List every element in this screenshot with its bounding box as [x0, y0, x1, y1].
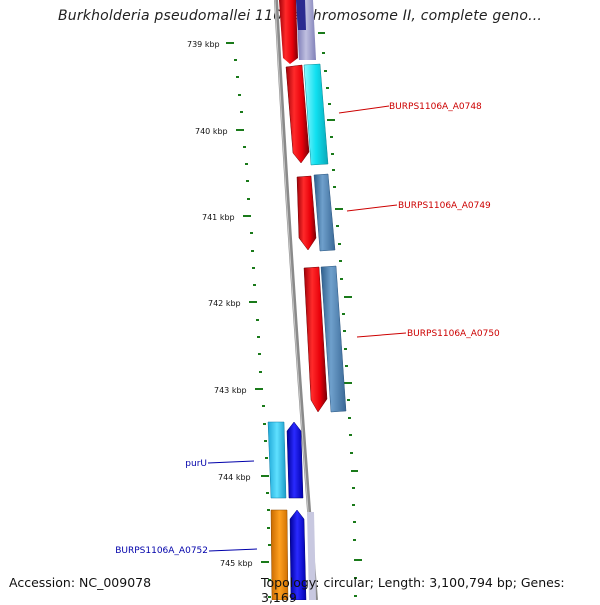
- tick-label-741: 741 kbp: [202, 213, 235, 222]
- label-leader-lines: [207, 105, 407, 552]
- gene-feature-A0748[interactable]: [285, 63, 329, 166]
- gene-feature-A0752[interactable]: [270, 509, 316, 600]
- gene-feature-A0749[interactable]: [296, 173, 336, 252]
- gene-label-A0748[interactable]: BURPS1106A_A0748: [389, 102, 482, 112]
- tick-label-742: 742 kbp: [208, 299, 241, 308]
- tick-label-740: 740 kbp: [195, 127, 228, 136]
- gene-feature-top-red[interactable]: [279, 0, 298, 64]
- gene-label-A0750[interactable]: BURPS1106A_A0750: [407, 329, 500, 339]
- topology-label: Topology: circular; Length: 3,100,794 bp…: [261, 575, 565, 605]
- tick-label-745: 745 kbp: [220, 559, 253, 568]
- gene-label-A0749[interactable]: BURPS1106A_A0749: [398, 201, 491, 211]
- tick-label-743: 743 kbp: [214, 386, 247, 395]
- gene-feature-purU[interactable]: [267, 421, 304, 499]
- left-tick-scale: [226, 42, 271, 598]
- gene-feature-top-darkblue[interactable]: [296, 0, 306, 30]
- gene-label-purU[interactable]: purU: [185, 459, 207, 469]
- gene-label-A0752[interactable]: BURPS1106A_A0752: [115, 546, 208, 556]
- tick-label-744: 744 kbp: [218, 473, 251, 482]
- accession-label: Accession: NC_009078: [9, 575, 152, 590]
- tick-label-739: 739 kbp: [187, 40, 220, 49]
- gene-feature-A0750[interactable]: [303, 265, 347, 413]
- right-tick-scale: [318, 32, 362, 597]
